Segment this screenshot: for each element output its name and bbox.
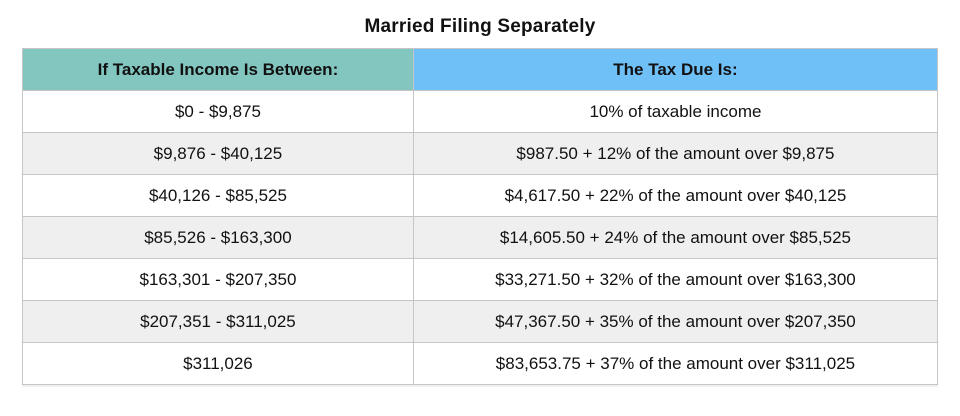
- table-row: $163,301 - $207,350 $33,271.50 + 32% of t…: [22, 258, 939, 301]
- tax-due-cell: $33,271.50 + 32% of the amount over $163…: [412, 258, 939, 301]
- table-row: $207,351 - $311,025 $47,367.50 + 35% of t…: [22, 300, 939, 343]
- income-range-cell: $85,526 - $163,300: [22, 216, 414, 259]
- tax-brackets-table: If Taxable Income Is Between: The Tax Du…: [22, 48, 939, 385]
- table-row: $85,526 - $163,300 $14,605.50 + 24% of th…: [22, 216, 939, 259]
- tax-due-cell: $47,367.50 + 35% of the amount over $207…: [412, 300, 939, 343]
- tax-due-cell: $4,617.50 + 22% of the amount over $40,1…: [412, 174, 939, 217]
- tax-due-cell: $987.50 + 12% of the amount over $9,875: [412, 132, 939, 175]
- income-range-cell: $207,351 - $311,025: [22, 300, 414, 343]
- income-range-cell: $40,126 - $85,525: [22, 174, 414, 217]
- table-row: $0 - $9,875 10% of taxable income: [22, 90, 939, 133]
- tax-due-header: The Tax Due Is:: [412, 48, 939, 91]
- tax-due-cell: $14,605.50 + 24% of the amount over $85,…: [412, 216, 939, 259]
- income-range-cell: $0 - $9,875: [22, 90, 414, 133]
- income-range-cell: $311,026: [22, 342, 414, 385]
- tax-due-cell: $83,653.75 + 37% of the amount over $311…: [412, 342, 939, 385]
- income-range-cell: $163,301 - $207,350: [22, 258, 414, 301]
- table-header: If Taxable Income Is Between: The Tax Du…: [22, 48, 939, 91]
- income-range-header: If Taxable Income Is Between:: [22, 48, 414, 91]
- income-range-cell: $9,876 - $40,125: [22, 132, 414, 175]
- table-row: $311,026 $83,653.75 + 37% of the amount o…: [22, 342, 939, 385]
- table-title: Married Filing Separately: [364, 16, 596, 37]
- header-row: If Taxable Income Is Between: The Tax Du…: [22, 48, 939, 91]
- table-row: $40,126 - $85,525 $4,617.50 + 22% of the …: [22, 174, 939, 217]
- table-body: $0 - $9,875 10% of taxable income $9,876 -…: [22, 90, 939, 385]
- tax-due-cell: 10% of taxable income: [412, 90, 939, 133]
- table-row: $9,876 - $40,125 $987.50 + 12% of the amo…: [22, 132, 939, 175]
